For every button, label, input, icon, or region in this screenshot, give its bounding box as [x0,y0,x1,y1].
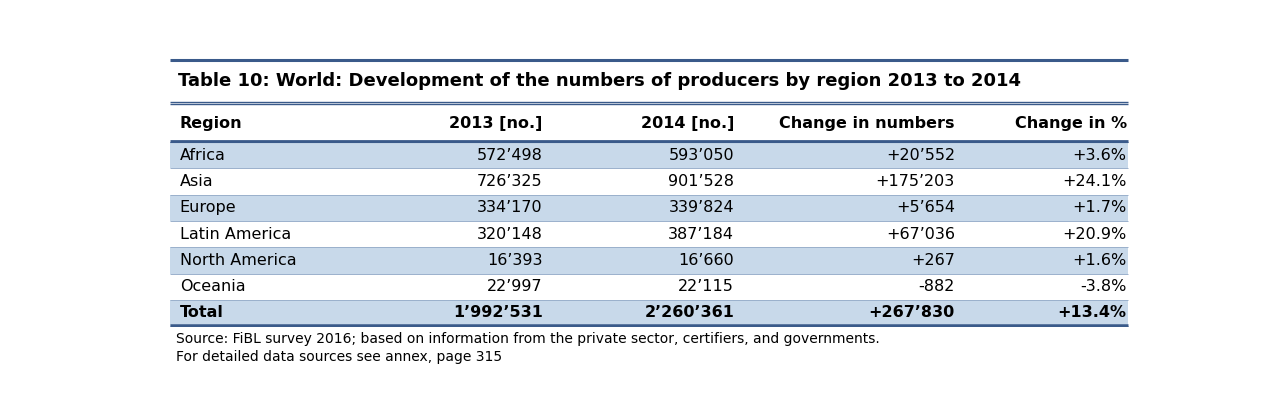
Text: 22’997: 22’997 [487,279,543,294]
Text: +267’830: +267’830 [868,305,955,320]
Text: +67’036: +67’036 [886,227,955,242]
Bar [170,104,1128,142]
Text: For detailed data sources see annex, page 315: For detailed data sources see annex, pag… [176,350,503,364]
Text: Africa: Africa [180,148,225,163]
Text: +20’552: +20’552 [886,148,955,163]
Text: Total: Total [180,305,224,320]
Text: Asia: Asia [180,174,214,189]
Bar [170,142,1128,168]
Text: 2014 [no.]: 2014 [no.] [641,116,734,131]
Text: 2’260’361: 2’260’361 [644,305,734,320]
Bar [170,195,1128,221]
Bar [170,247,1128,273]
Text: 901’528: 901’528 [668,174,734,189]
Text: Table 10: World: Development of the numbers of producers by region 2013 to 2014: Table 10: World: Development of the numb… [177,72,1020,90]
Text: 16’393: 16’393 [487,253,543,268]
Text: 572’498: 572’498 [477,148,543,163]
Text: +1.7%: +1.7% [1072,201,1127,215]
Text: Oceania: Oceania [180,279,246,294]
Text: 387’184: 387’184 [668,227,734,242]
Text: 726’325: 726’325 [477,174,543,189]
Text: Change in %: Change in % [1014,116,1127,131]
Text: 16’660: 16’660 [679,253,734,268]
Text: 2013 [no.]: 2013 [no.] [449,116,543,131]
Text: Source: FiBL survey 2016; based on information from the private sector, certifie: Source: FiBL survey 2016; based on infor… [176,332,880,346]
Text: 22’115: 22’115 [679,279,734,294]
Bar [170,221,1128,247]
Bar [170,273,1128,300]
Bar [170,168,1128,195]
Text: +267: +267 [912,253,955,268]
Text: 593’050: 593’050 [668,148,734,163]
Text: -882: -882 [919,279,955,294]
Text: Europe: Europe [180,201,237,215]
Text: 339’824: 339’824 [668,201,734,215]
Text: 334’170: 334’170 [477,201,543,215]
Text: -3.8%: -3.8% [1080,279,1127,294]
Text: +20.9%: +20.9% [1062,227,1127,242]
Text: +3.6%: +3.6% [1072,148,1127,163]
Bar [170,300,1128,326]
Text: +5’654: +5’654 [896,201,955,215]
Text: +24.1%: +24.1% [1062,174,1127,189]
Text: 320’148: 320’148 [477,227,543,242]
Text: +175’203: +175’203 [876,174,955,189]
Text: +1.6%: +1.6% [1072,253,1127,268]
Text: Region: Region [180,116,243,131]
Text: 1’992’531: 1’992’531 [453,305,543,320]
Text: Change in numbers: Change in numbers [780,116,955,131]
Text: North America: North America [180,253,296,268]
Text: Latin America: Latin America [180,227,291,242]
Text: +13.4%: +13.4% [1057,305,1127,320]
Bar [170,57,1128,104]
